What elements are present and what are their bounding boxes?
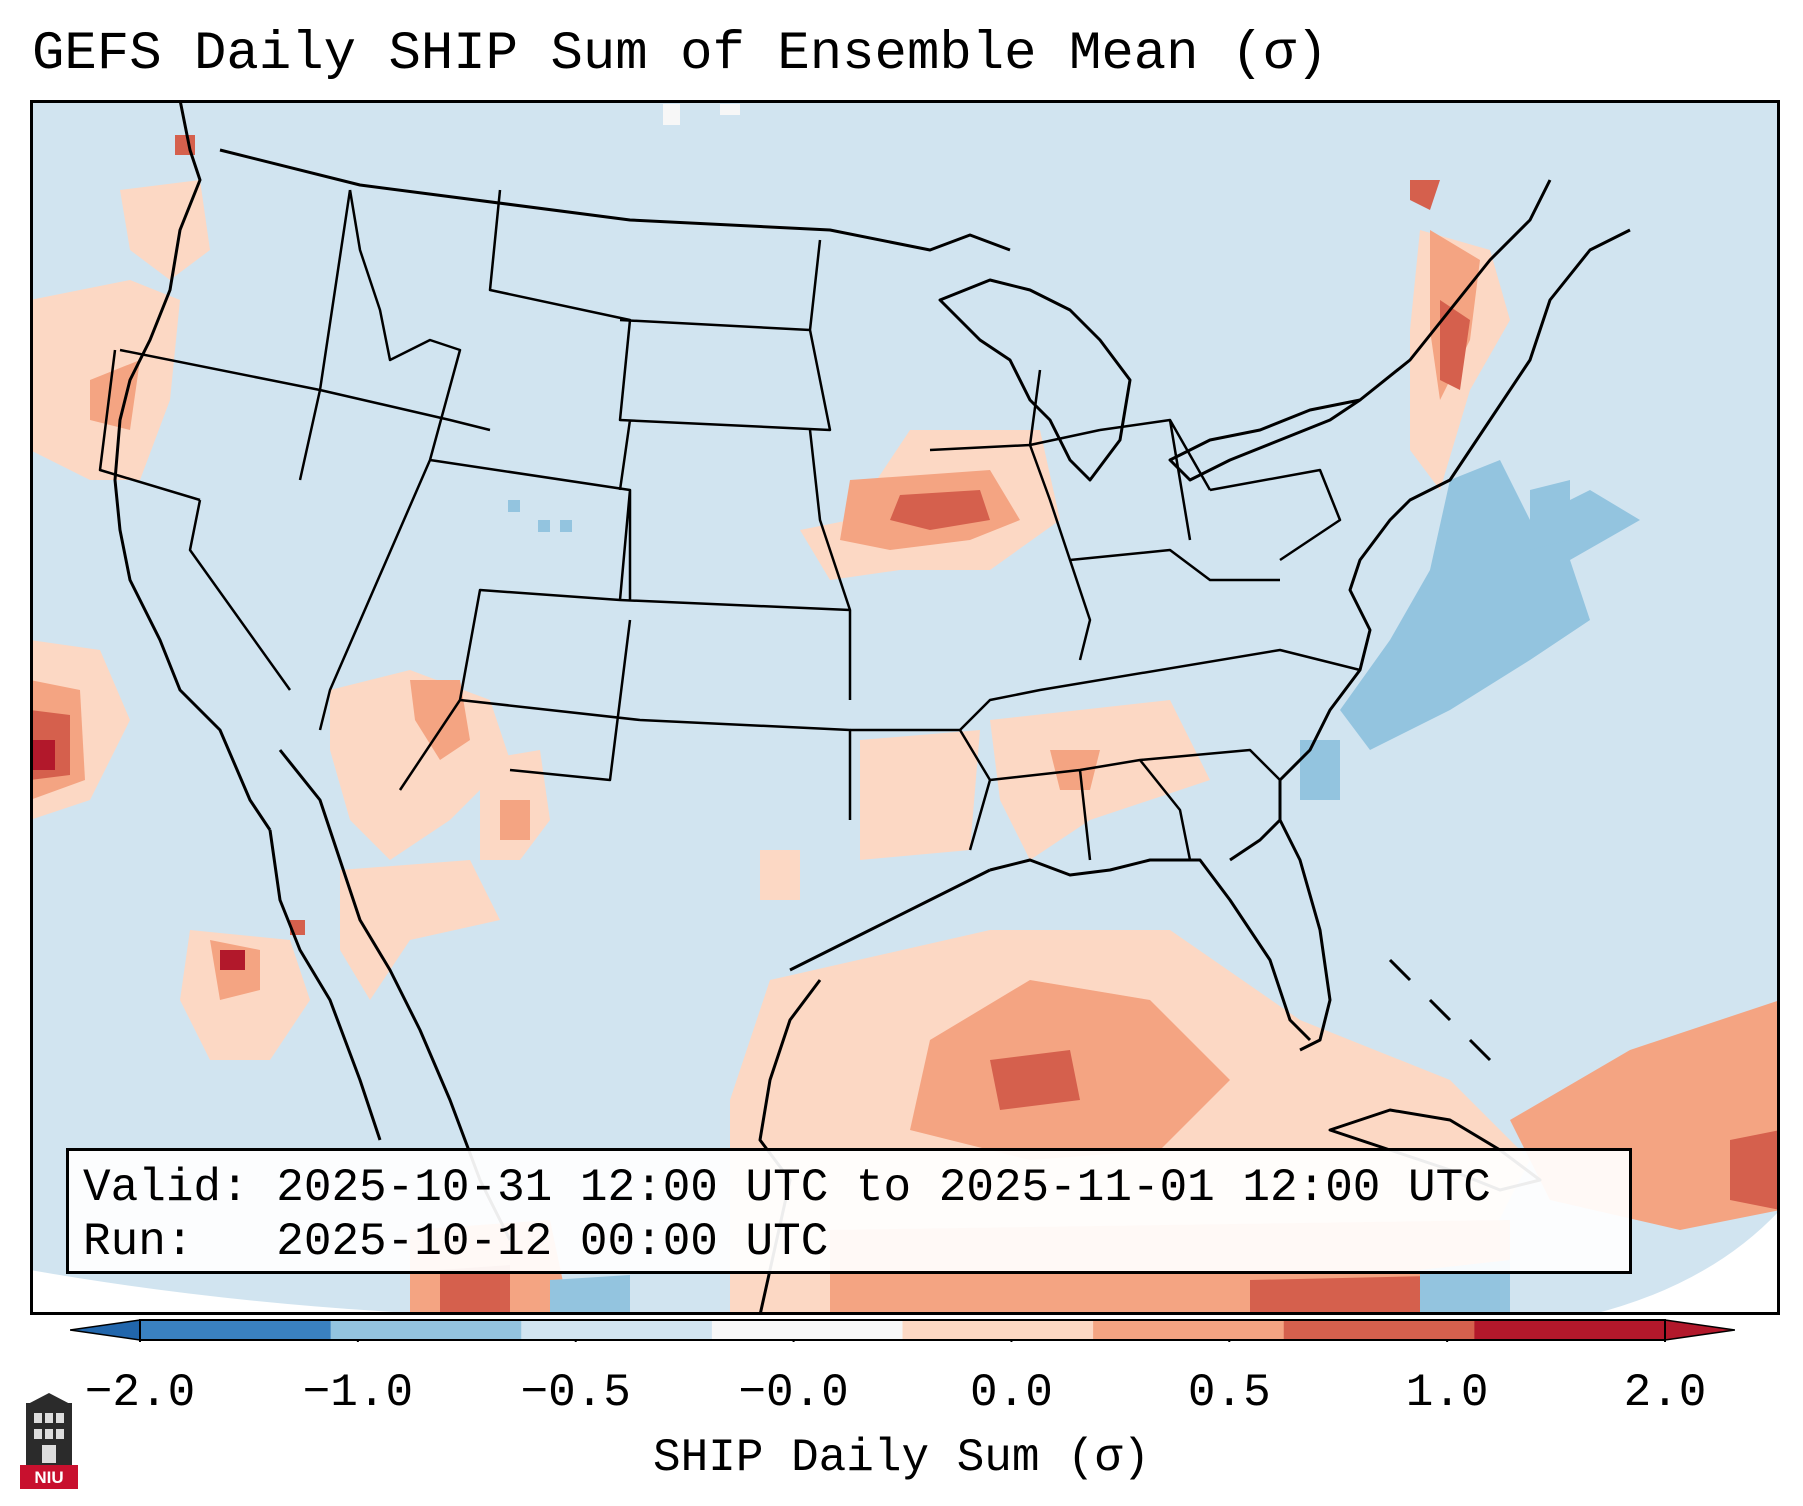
- colorbar-extend-high: [1664, 1319, 1735, 1341]
- caribbean-anomaly-peak: [1730, 1130, 1780, 1210]
- florida-peninsula: [1229, 818, 1332, 1052]
- projection-edge-se: [1590, 1210, 1780, 1315]
- state-boundaries: [98, 189, 1361, 861]
- texas-panhandle-anomaly: [760, 850, 800, 900]
- colorbar-tick-label: 0.5: [1187, 1367, 1271, 1419]
- canada-white-cells: [663, 104, 740, 125]
- projection-edge-sw: [30, 1270, 450, 1315]
- st-lawrence: [1359, 179, 1552, 402]
- colorbar-tick-label: 0.0: [970, 1367, 1053, 1419]
- colorbar-extend-low: [70, 1319, 141, 1341]
- new-mexico-anomaly-core: [500, 800, 530, 840]
- atlantic-negative-anomaly-south: [1300, 740, 1340, 800]
- colorbar-segment: [1093, 1320, 1285, 1340]
- arizona-anomaly-core: [410, 680, 470, 760]
- negative-anomaly-field: [508, 104, 1640, 1315]
- mexico-negative-anomaly: [550, 1275, 630, 1315]
- logo-text: NIU: [34, 1468, 63, 1487]
- gulf-anomaly-peak: [990, 1050, 1080, 1110]
- pacific-sw-anomaly-max: [30, 740, 55, 770]
- colorbar-segment: [1283, 1320, 1475, 1340]
- colorbar-tick-label: −1.0: [302, 1367, 414, 1419]
- colorbar-tick-marks: [139, 1340, 1666, 1342]
- pacific-mx-anomaly-peak: [440, 1265, 510, 1315]
- colorbar-segment: [330, 1320, 522, 1340]
- colorbar-tick-label: 1.0: [1405, 1367, 1489, 1419]
- run-time-text: Run: 2025-10-12 00:00 UTC: [83, 1216, 829, 1268]
- us-west-coast: [113, 100, 272, 831]
- colorbar-tick-label: −0.5: [520, 1367, 631, 1419]
- bahamas-outline: [1388, 958, 1492, 1062]
- state-lines-west: [98, 189, 491, 731]
- colorbar-segment: [1474, 1320, 1666, 1340]
- quebec-anomaly-peak: [1410, 180, 1440, 210]
- colorbar-tick-label: −0.0: [738, 1367, 849, 1419]
- colorbar: [70, 1319, 1735, 1342]
- state-lines-east: [929, 369, 1342, 661]
- colorbar-segments: [140, 1320, 1666, 1340]
- colorado-negative-cells: [508, 500, 572, 532]
- tennessee-anomaly: [990, 700, 1210, 860]
- colorbar-outline: [139, 1319, 1666, 1341]
- iowa-anomaly-peak: [890, 490, 990, 530]
- logo-banner: [20, 1465, 78, 1489]
- washington-coast-anomaly: [120, 180, 210, 280]
- great-lakes: [938, 278, 1132, 482]
- map-title: GEFS Daily SHIP Sum of Ensemble Mean (σ): [32, 24, 1329, 85]
- colorbar-tick-label: 2.0: [1623, 1367, 1707, 1419]
- baja-peninsula: [268, 829, 382, 1141]
- map-panel: [30, 100, 1780, 1315]
- colorbar-segment: [140, 1320, 332, 1340]
- baja-anomaly: [180, 930, 310, 1060]
- colorbar-segment: [902, 1320, 1094, 1340]
- maine-anomaly-peak: [1440, 300, 1470, 390]
- canada-us-border: [219, 148, 1011, 252]
- northern-gulf-coast: [989, 858, 1312, 1042]
- colorbar-segment: [521, 1320, 713, 1340]
- state-lines-south: [850, 648, 1361, 861]
- sonora-anomaly: [340, 860, 500, 1000]
- valid-run-info-box: Valid: 2025-10-31 12:00 UTC to 2025-11-0…: [66, 1148, 1632, 1274]
- atlantic-negative-anomaly-ne: [1530, 480, 1570, 550]
- state-lines-north: [488, 189, 852, 611]
- colorbar-label: SHIP Daily Sum (σ): [653, 1432, 1150, 1484]
- baja-anomaly-peak: [220, 950, 245, 970]
- valid-time-text: Valid: 2025-10-31 12:00 UTC to 2025-11-0…: [83, 1162, 1491, 1214]
- lake-erie-ontario: [1168, 398, 1362, 482]
- map-frame: [30, 100, 1780, 1315]
- arkansas-anomaly: [860, 730, 980, 860]
- niu-logo: NIU: [20, 1393, 78, 1489]
- logo-tower-roof: [26, 1393, 72, 1405]
- colorbar-segment: [711, 1320, 903, 1340]
- colorbar-tick-label: −2.0: [84, 1367, 196, 1419]
- texas-louisiana-coast: [789, 868, 991, 972]
- east-coast: [1278, 228, 1631, 820]
- oregon-coast-anomaly: [90, 360, 140, 430]
